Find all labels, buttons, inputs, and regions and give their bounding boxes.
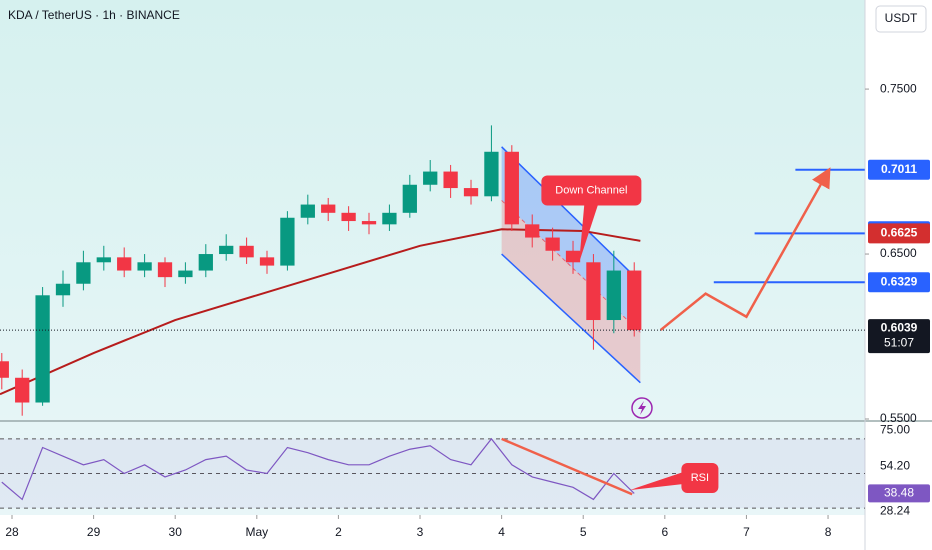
candle-body: [606, 270, 621, 321]
candle-body: [341, 212, 356, 222]
candle-body: [402, 184, 417, 213]
candle-body: [300, 204, 315, 218]
candle-body: [361, 221, 377, 225]
x-tick-label: 6: [661, 525, 668, 539]
channel-upper: [501, 146, 641, 283]
forecast-path: [659, 167, 831, 331]
chart-title: KDA / TetherUS · 1h · BINANCE: [8, 8, 180, 22]
alert-icon[interactable]: [631, 397, 653, 419]
candle-body: [157, 262, 173, 278]
price-label: 0.7011: [881, 162, 917, 176]
candle-body: [484, 151, 499, 197]
rsi-tick-label: 54.20: [880, 458, 910, 472]
last-price-box: [868, 319, 930, 354]
annotation-box: [541, 175, 642, 206]
alert-bolt: [638, 401, 646, 415]
candle-body: [137, 262, 152, 271]
price-label-box: [868, 223, 930, 244]
candle-body: [627, 270, 642, 331]
rsi-tick-label: 75.00: [880, 422, 910, 436]
rsi-last-box: [868, 484, 930, 503]
price-label: 0.6625: [881, 226, 918, 240]
x-tick-label: 4: [498, 525, 505, 539]
candle-body: [280, 217, 295, 266]
candle-body: [259, 257, 275, 266]
currency: USDT: [885, 11, 918, 25]
candle-body: [198, 254, 213, 271]
candle-body: [0, 361, 9, 378]
annotation-pointer: [579, 203, 599, 263]
currency-box[interactable]: [875, 5, 927, 33]
countdown: 51:07: [884, 335, 914, 349]
candle-body: [565, 250, 581, 263]
candle-body: [178, 270, 193, 278]
rsi-tick-label: 28.24: [880, 503, 910, 517]
rsi-band: [0, 438, 865, 509]
channel-lower-fill: [501, 200, 641, 383]
channel-mid: [501, 200, 641, 333]
annotation-box: [681, 462, 719, 493]
candle-body: [423, 171, 438, 185]
y-tick-label: 0.5500: [880, 411, 917, 425]
candle-body: [15, 377, 30, 403]
candle-body: [239, 245, 254, 258]
annotation-pointer: [629, 471, 684, 491]
candle-body: [463, 188, 479, 197]
last-price-label: 0.6039: [881, 320, 918, 334]
candle-body: [545, 237, 560, 251]
candle-body: [525, 224, 540, 238]
candle-body: [55, 283, 71, 296]
candle-body: [586, 262, 601, 321]
annotation-text: RSI: [691, 472, 709, 484]
candle-body: [117, 257, 132, 271]
candle-body: [76, 262, 91, 284]
candle-body: [96, 257, 111, 263]
x-tick-label: 30: [169, 525, 183, 539]
candle-body: [219, 245, 234, 255]
y-tick-label: 0.7500: [880, 81, 917, 95]
x-tick-label: May: [245, 525, 268, 539]
price-label-box: [868, 159, 930, 180]
candle-body: [504, 151, 519, 225]
time-axis: [0, 515, 865, 550]
candle-body: [443, 171, 458, 189]
y-tick-label: 0.6500: [880, 246, 917, 260]
price-label-box: [868, 272, 930, 293]
rsi-trend: [501, 437, 633, 496]
x-tick-label: 7: [743, 525, 750, 539]
x-tick-label: 5: [580, 525, 587, 539]
candle-body: [321, 204, 336, 213]
channel-upper-fill: [501, 146, 641, 333]
x-tick-label: 3: [417, 525, 424, 539]
candle-body: [35, 295, 50, 403]
annotation-text: Down Channel: [555, 184, 627, 196]
x-tick-label: 2: [335, 525, 342, 539]
rsi-line: [1, 437, 635, 501]
channel-lower: [501, 253, 641, 384]
x-tick-label: 28: [5, 525, 19, 539]
x-tick-label: 29: [87, 525, 101, 539]
x-tick-label: 8: [825, 525, 832, 539]
rsi-last-label: 38.48: [884, 486, 914, 500]
moving-average: [0, 228, 641, 396]
candle-body: [382, 212, 397, 225]
price-label: 0.6329: [881, 274, 918, 288]
